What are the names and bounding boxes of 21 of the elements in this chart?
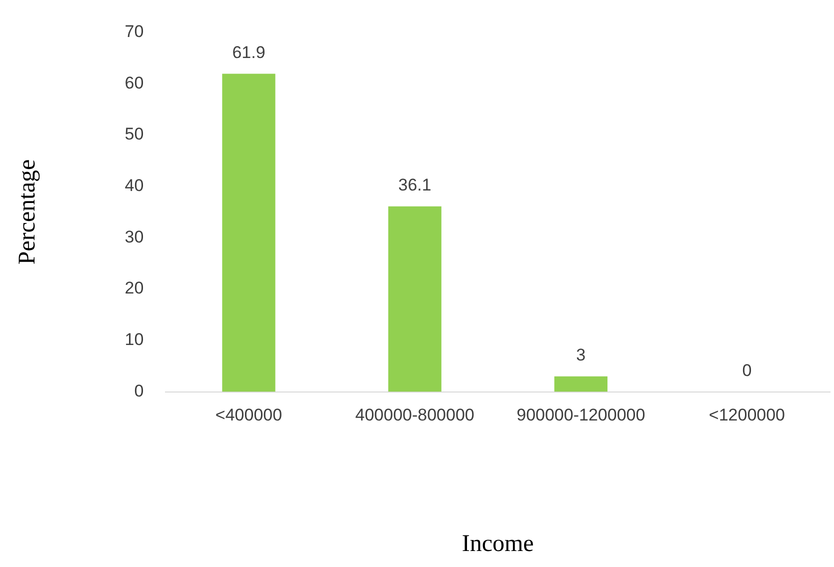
x-tick-label: 400000-800000 bbox=[355, 406, 474, 425]
data-label: 36.1 bbox=[398, 176, 432, 195]
bar bbox=[388, 206, 442, 392]
y-tick-label: 60 bbox=[124, 73, 144, 92]
y-tick-label: 70 bbox=[124, 22, 144, 41]
y-axis-title: Percentage bbox=[14, 159, 41, 265]
y-tick-label: 0 bbox=[134, 381, 144, 400]
y-tick-label: 30 bbox=[124, 227, 144, 246]
bar bbox=[222, 74, 276, 392]
x-axis-title: Income bbox=[462, 530, 534, 557]
y-tick-label: 20 bbox=[124, 278, 144, 298]
y-tick-label: 50 bbox=[124, 124, 144, 144]
data-label: 61.9 bbox=[232, 43, 266, 62]
x-tick-label: 900000-1200000 bbox=[516, 406, 646, 425]
y-tick-label: 40 bbox=[124, 176, 144, 195]
y-tick-label: 10 bbox=[124, 330, 144, 350]
x-tick-label: <400000 bbox=[215, 406, 282, 425]
data-label: 0 bbox=[742, 360, 752, 380]
data-label: 3 bbox=[576, 346, 586, 365]
x-tick-label: <1200000 bbox=[708, 406, 786, 425]
bar bbox=[554, 376, 608, 392]
